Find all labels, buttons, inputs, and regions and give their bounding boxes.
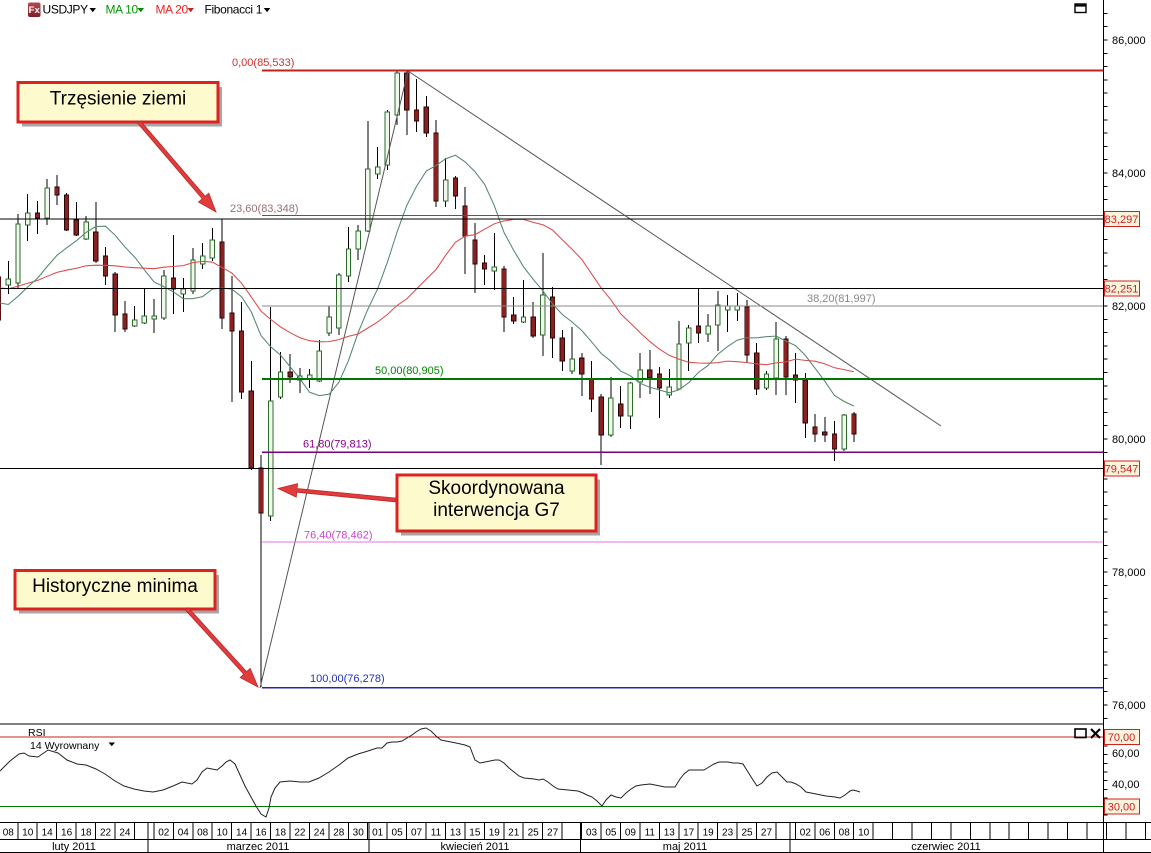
svg-text:82,251: 82,251	[1105, 284, 1139, 296]
svg-text:82,000: 82,000	[1112, 301, 1146, 313]
svg-text:06: 06	[819, 828, 831, 839]
svg-text:23,60(83,348): 23,60(83,348)	[230, 203, 299, 215]
svg-text:Fibonacci 1: Fibonacci 1	[205, 3, 263, 17]
svg-text:18: 18	[275, 828, 287, 839]
svg-text:0,00(85,533): 0,00(85,533)	[232, 57, 294, 69]
svg-text:30,00: 30,00	[1108, 802, 1136, 814]
svg-text:61,80(79,813): 61,80(79,813)	[303, 439, 372, 451]
svg-text:05: 05	[392, 828, 404, 839]
svg-text:08: 08	[839, 828, 851, 839]
svg-text:10: 10	[858, 828, 870, 839]
svg-text:03: 03	[586, 828, 598, 839]
svg-text:80,000: 80,000	[1112, 434, 1146, 446]
svg-text:maj 2011: maj 2011	[663, 841, 707, 853]
svg-text:27: 27	[761, 828, 773, 839]
svg-text:czerwiec 2011: czerwiec 2011	[911, 841, 981, 853]
svg-text:70,00: 70,00	[1108, 732, 1136, 744]
svg-text:84,000: 84,000	[1112, 168, 1146, 180]
svg-text:MA 20: MA 20	[156, 3, 189, 17]
svg-text:MA 10: MA 10	[106, 3, 139, 17]
svg-text:23: 23	[722, 828, 734, 839]
svg-text:10: 10	[22, 828, 34, 839]
svg-text:86,000: 86,000	[1112, 35, 1146, 47]
svg-text:79,547: 79,547	[1105, 464, 1139, 476]
svg-text:Trzęsienie ziemi: Trzęsienie ziemi	[50, 88, 187, 109]
svg-text:15: 15	[469, 828, 481, 839]
svg-text:78,000: 78,000	[1112, 567, 1146, 579]
svg-text:04: 04	[178, 828, 190, 839]
svg-text:RSI: RSI	[28, 727, 46, 739]
svg-text:10: 10	[217, 828, 229, 839]
svg-text:24: 24	[119, 828, 131, 839]
svg-text:11: 11	[645, 828, 656, 839]
svg-text:17: 17	[683, 828, 695, 839]
svg-text:Skoordynowana: Skoordynowana	[428, 478, 565, 499]
svg-text:16: 16	[61, 828, 73, 839]
svg-text:08: 08	[197, 828, 209, 839]
svg-text:50,00(80,905): 50,00(80,905)	[375, 365, 444, 377]
svg-text:09: 09	[625, 828, 637, 839]
svg-text:76,40(78,462): 76,40(78,462)	[304, 530, 373, 542]
svg-text:25: 25	[528, 828, 540, 839]
svg-text:02: 02	[158, 828, 170, 839]
svg-text:25: 25	[741, 828, 753, 839]
svg-text:interwencja G7: interwencja G7	[433, 500, 560, 521]
svg-text:14: 14	[42, 828, 54, 839]
svg-text:14: 14	[236, 828, 248, 839]
svg-text:28: 28	[333, 828, 345, 839]
svg-text:22: 22	[100, 828, 112, 839]
svg-text:13: 13	[664, 828, 676, 839]
svg-text:USDJPY: USDJPY	[43, 3, 89, 17]
svg-text:08: 08	[3, 828, 15, 839]
svg-text:60,00: 60,00	[1112, 748, 1140, 760]
svg-text:40,00: 40,00	[1112, 779, 1140, 791]
svg-text:16: 16	[255, 828, 267, 839]
svg-text:27: 27	[547, 828, 559, 839]
svg-text:76,000: 76,000	[1112, 700, 1146, 712]
svg-text:02: 02	[800, 828, 812, 839]
svg-text:11: 11	[431, 828, 442, 839]
svg-text:luty 2011: luty 2011	[52, 841, 96, 853]
svg-text:Historyczne minima: Historyczne minima	[32, 576, 198, 597]
svg-text:18: 18	[80, 828, 92, 839]
svg-text:marzec 2011: marzec 2011	[227, 841, 290, 853]
svg-text:83,297: 83,297	[1105, 214, 1139, 226]
svg-text:Fx: Fx	[29, 5, 41, 16]
svg-text:30: 30	[353, 828, 365, 839]
svg-text:07: 07	[411, 828, 423, 839]
svg-text:24: 24	[314, 828, 326, 839]
svg-text:19: 19	[703, 828, 715, 839]
svg-text:kwiecień 2011: kwiecień 2011	[441, 841, 510, 853]
svg-text:100,00(76,278): 100,00(76,278)	[310, 673, 385, 685]
svg-text:19: 19	[489, 828, 501, 839]
svg-text:01: 01	[372, 828, 384, 839]
svg-text:14 Wyrownany: 14 Wyrownany	[30, 740, 100, 752]
svg-text:13: 13	[450, 828, 462, 839]
svg-text:05: 05	[605, 828, 617, 839]
svg-text:22: 22	[294, 828, 306, 839]
svg-text:38,20(81,997): 38,20(81,997)	[807, 293, 876, 305]
svg-text:21: 21	[508, 828, 520, 839]
